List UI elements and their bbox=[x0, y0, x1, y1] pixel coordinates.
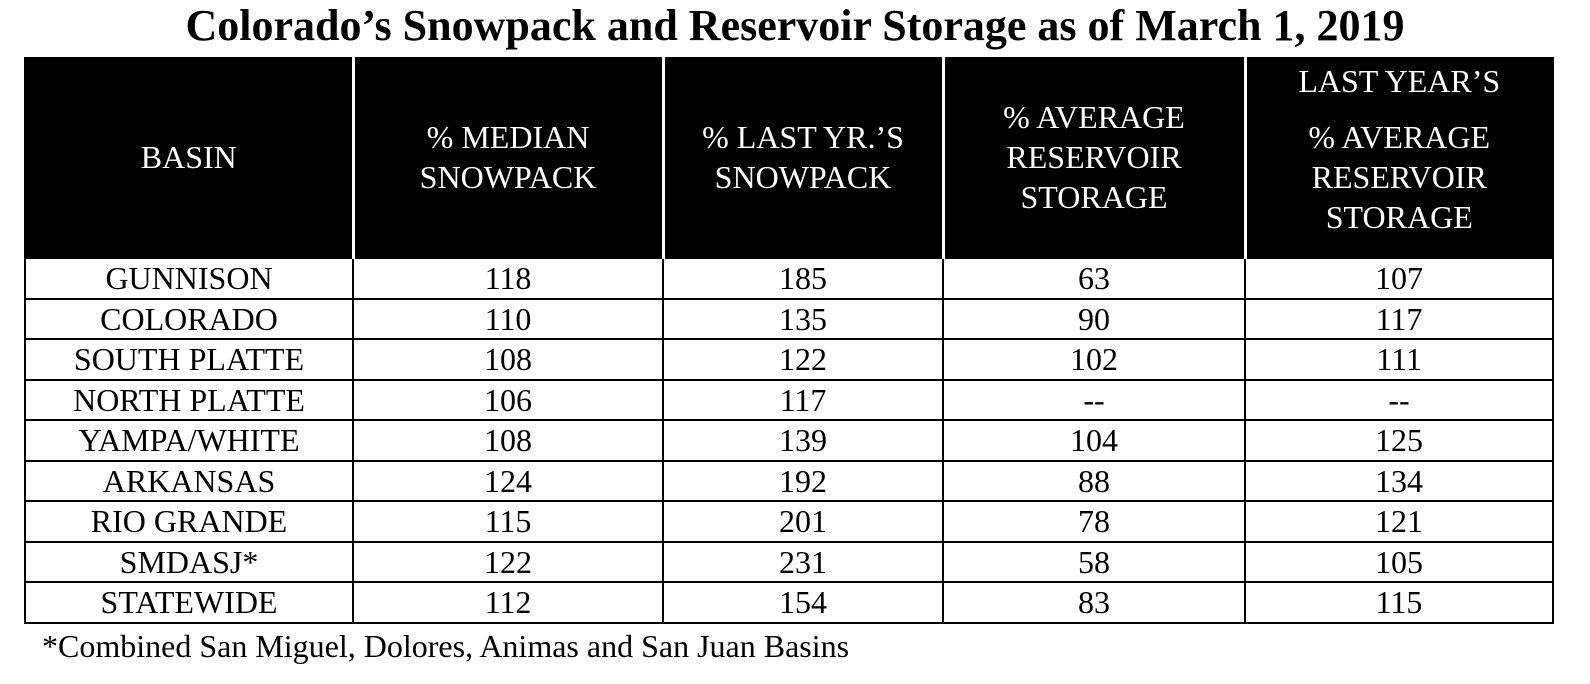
cell-last-year-avg-reservoir-storage: -- bbox=[1244, 378, 1554, 421]
table-row: COLORADO 110 135 90 117 bbox=[24, 297, 1554, 340]
footnote: *Combined San Miguel, Dolores, Animas an… bbox=[42, 628, 850, 664]
cell-last-year-avg-reservoir-storage: 105 bbox=[1244, 540, 1554, 583]
header-line: SNOWPACK bbox=[714, 159, 892, 195]
cell-median-snowpack: 108 bbox=[352, 338, 664, 381]
cell-median-snowpack: 124 bbox=[352, 459, 664, 502]
table-row: STATEWIDE 112 154 83 115 bbox=[24, 581, 1554, 624]
cell-basin: NORTH PLATTE bbox=[24, 378, 354, 421]
header-line: RESERVOIR bbox=[1311, 159, 1487, 195]
cell-avg-reservoir-storage: 104 bbox=[942, 419, 1246, 462]
cell-avg-reservoir-storage: 90 bbox=[942, 297, 1246, 340]
header-line: % AVERAGE bbox=[1308, 119, 1491, 155]
header-line: % AVERAGE bbox=[1003, 99, 1185, 135]
header-line: STORAGE bbox=[1020, 179, 1168, 215]
cell-median-snowpack: 112 bbox=[352, 581, 664, 624]
cell-avg-reservoir-storage: 78 bbox=[942, 500, 1246, 543]
cell-avg-reservoir-storage: 58 bbox=[942, 540, 1246, 583]
cell-median-snowpack: 115 bbox=[352, 500, 664, 543]
table-row: YAMPA/WHITE 108 139 104 125 bbox=[24, 419, 1554, 462]
cell-avg-reservoir-storage: 102 bbox=[942, 338, 1246, 381]
cell-last-year-avg-reservoir-storage: 121 bbox=[1244, 500, 1554, 543]
cell-last-year-avg-reservoir-storage: 134 bbox=[1244, 459, 1554, 502]
cell-last-year-avg-reservoir-storage: 107 bbox=[1244, 257, 1554, 300]
cell-last-yr-snowpack: 154 bbox=[662, 581, 944, 624]
cell-basin: SMDASJ* bbox=[24, 540, 354, 583]
cell-last-yr-snowpack: 135 bbox=[662, 297, 944, 340]
header-line: % LAST YR.’S bbox=[702, 119, 904, 155]
cell-basin: STATEWIDE bbox=[24, 581, 354, 624]
cell-basin: SOUTH PLATTE bbox=[24, 338, 354, 381]
table-row: ARKANSAS 124 192 88 134 bbox=[24, 459, 1554, 502]
cell-last-yr-snowpack: 139 bbox=[662, 419, 944, 462]
cell-last-yr-snowpack: 231 bbox=[662, 540, 944, 583]
header-row: BASIN % MEDIAN SNOWPACK % LAST YR.’S SNO… bbox=[24, 57, 1554, 259]
cell-median-snowpack: 110 bbox=[352, 297, 664, 340]
header-basin-label: BASIN bbox=[140, 139, 237, 175]
table-row: RIO GRANDE 115 201 78 121 bbox=[24, 500, 1554, 543]
cell-median-snowpack: 108 bbox=[352, 419, 664, 462]
cell-basin: GUNNISON bbox=[24, 257, 354, 300]
cell-last-yr-snowpack: 185 bbox=[662, 257, 944, 300]
header-median-snowpack: % MEDIAN SNOWPACK bbox=[351, 57, 663, 259]
cell-avg-reservoir-storage: 63 bbox=[942, 257, 1246, 300]
header-line: STORAGE bbox=[1325, 199, 1473, 235]
table-header: BASIN % MEDIAN SNOWPACK % LAST YR.’S SNO… bbox=[24, 57, 1554, 259]
cell-median-snowpack: 118 bbox=[352, 257, 664, 300]
cell-last-year-avg-reservoir-storage: 125 bbox=[1244, 419, 1554, 462]
header-line: SNOWPACK bbox=[419, 159, 597, 195]
cell-basin: RIO GRANDE bbox=[24, 500, 354, 543]
cell-last-yr-snowpack: 122 bbox=[662, 338, 944, 381]
snowpack-table: BASIN % MEDIAN SNOWPACK % LAST YR.’S SNO… bbox=[24, 57, 1554, 624]
header-basin: BASIN bbox=[24, 57, 353, 259]
table-row: GUNNISON 118 185 63 107 bbox=[24, 257, 1554, 300]
cell-avg-reservoir-storage: -- bbox=[942, 378, 1246, 421]
cell-basin: COLORADO bbox=[24, 297, 354, 340]
header-line: LAST YEAR’S bbox=[1298, 63, 1501, 99]
table-row: SMDASJ* 122 231 58 105 bbox=[24, 540, 1554, 583]
cell-median-snowpack: 122 bbox=[352, 540, 664, 583]
header-last-yr-snowpack: % LAST YR.’S SNOWPACK bbox=[661, 57, 943, 259]
header-line: % MEDIAN bbox=[426, 119, 590, 155]
page-title: Colorado’s Snowpack and Reservoir Storag… bbox=[185, 1, 1405, 50]
header-avg-reservoir-storage: % AVERAGE RESERVOIR STORAGE bbox=[941, 57, 1245, 259]
cell-median-snowpack: 106 bbox=[352, 378, 664, 421]
header-line: RESERVOIR bbox=[1006, 139, 1182, 175]
cell-last-yr-snowpack: 117 bbox=[662, 378, 944, 421]
cell-basin: ARKANSAS bbox=[24, 459, 354, 502]
cell-avg-reservoir-storage: 88 bbox=[942, 459, 1246, 502]
cell-last-year-avg-reservoir-storage: 117 bbox=[1244, 297, 1554, 340]
table-row: NORTH PLATTE 106 117 -- -- bbox=[24, 378, 1554, 421]
cell-basin: YAMPA/WHITE bbox=[24, 419, 354, 462]
cell-last-yr-snowpack: 192 bbox=[662, 459, 944, 502]
table-body: GUNNISON 118 185 63 107 COLORADO 110 135… bbox=[24, 257, 1554, 624]
header-last-year-avg-reservoir-storage: LAST YEAR’S % AVERAGE RESERVOIR STORAGE bbox=[1243, 57, 1554, 259]
cell-last-year-avg-reservoir-storage: 115 bbox=[1244, 581, 1554, 624]
cell-avg-reservoir-storage: 83 bbox=[942, 581, 1246, 624]
cell-last-year-avg-reservoir-storage: 111 bbox=[1244, 338, 1554, 381]
table-row: SOUTH PLATTE 108 122 102 111 bbox=[24, 338, 1554, 381]
cell-last-yr-snowpack: 201 bbox=[662, 500, 944, 543]
